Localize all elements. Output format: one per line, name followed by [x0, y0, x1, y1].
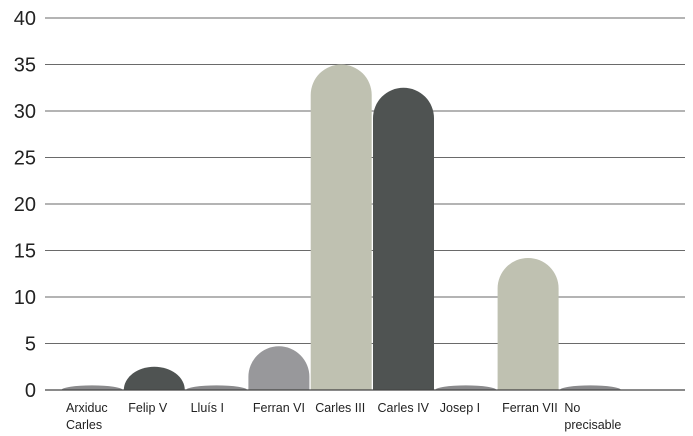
y-tick-label: 30 [14, 101, 36, 123]
x-category-label: Ferran VII [502, 401, 558, 415]
bar-josep-i [435, 385, 497, 390]
y-tick-label: 5 [25, 334, 36, 356]
x-category-label: No [564, 401, 580, 415]
bar-lluís-i [186, 385, 248, 390]
x-category-label: Carles III [315, 401, 365, 415]
x-axis-category-labels: Arxiduc Carles Felip V Lluís I Ferran VI Carl… [66, 401, 621, 432]
bar-carles-iv [373, 87, 434, 390]
x-category-label: Carles IV [378, 401, 430, 415]
x-category-label: Carles [66, 418, 102, 432]
y-tick-label: 10 [14, 287, 36, 309]
y-tick-label: 25 [14, 148, 36, 170]
x-category-label: Felip V [128, 401, 168, 415]
y-tick-label: 35 [14, 55, 36, 77]
y-axis-tick-labels: 0 5 10 15 20 25 30 35 40 [14, 8, 36, 402]
bars [45, 64, 685, 391]
y-tick-label: 40 [14, 8, 36, 30]
y-tick-label: 0 [25, 380, 36, 402]
bar-felip-v [123, 366, 185, 390]
y-tick-label: 15 [14, 241, 36, 263]
x-category-label: Josep I [440, 401, 480, 415]
bar-ferran-vi [248, 346, 310, 390]
x-category-label: precisable [564, 418, 621, 432]
x-category-label: Lluís I [191, 401, 224, 415]
x-category-label: Ferran VI [253, 401, 305, 415]
bar-ferran-vii [497, 257, 559, 390]
bar-no-precisable [559, 385, 621, 390]
x-category-label: Arxiduc [66, 401, 108, 415]
bar-arxiduc-carles [61, 385, 123, 390]
y-tick-label: 20 [14, 194, 36, 216]
bar-carles-iii [310, 64, 372, 390]
